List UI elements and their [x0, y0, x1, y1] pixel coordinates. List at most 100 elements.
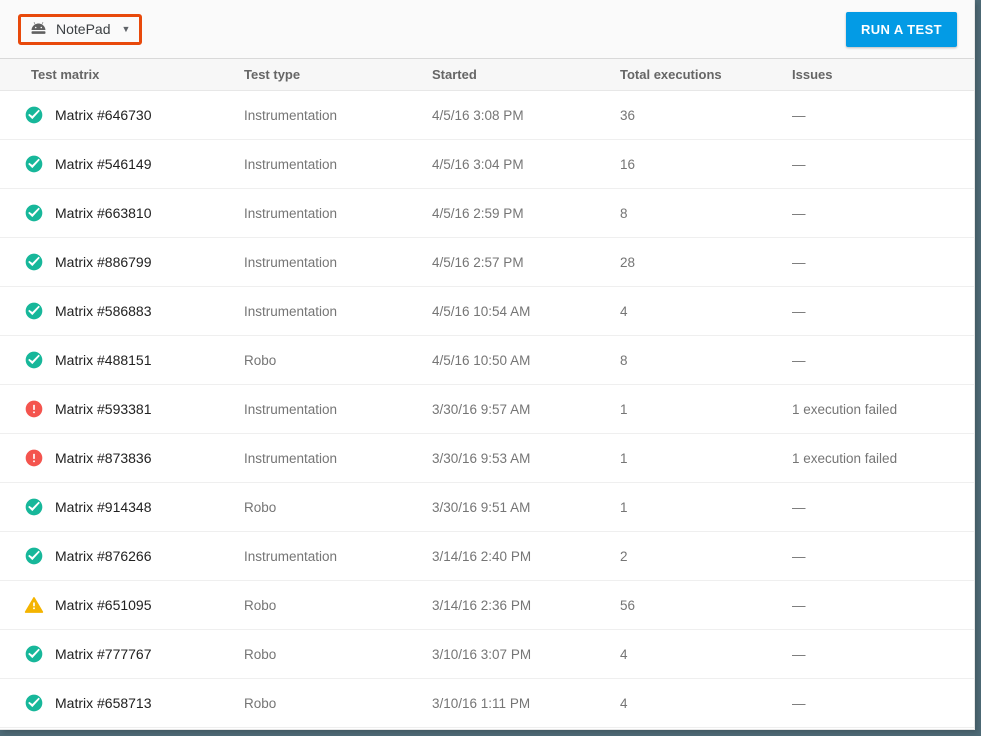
- started-cell: 4/5/16 10:50 AM: [432, 352, 531, 368]
- started-cell: 4/5/16 10:54 AM: [432, 303, 531, 319]
- started-cell: 3/30/16 9:57 AM: [432, 401, 531, 417]
- test-type-cell: Instrumentation: [244, 107, 338, 123]
- issues-cell: 1 execution failed: [792, 450, 898, 466]
- test-type-cell: Instrumentation: [244, 303, 338, 319]
- started-cell: 3/14/16 2:40 PM: [432, 548, 532, 564]
- matrix-name: Matrix #646730: [55, 107, 152, 123]
- test-matrix-cell: Matrix #593381: [25, 399, 244, 419]
- total-executions-cell: 36: [620, 107, 636, 123]
- column-header-started: Started: [432, 67, 477, 82]
- total-executions-cell: 4: [620, 303, 628, 319]
- matrix-name: Matrix #593381: [55, 401, 152, 417]
- test-matrix-cell: Matrix #646730: [25, 105, 244, 125]
- total-executions-cell: 1: [620, 450, 628, 466]
- matrix-name: Matrix #876266: [55, 548, 152, 564]
- success-check-icon: [25, 547, 43, 565]
- table-row[interactable]: Matrix #646730 Instrumentation 4/5/16 3:08…: [0, 91, 974, 140]
- warning-icon: [24, 597, 44, 613]
- table-row[interactable]: Matrix #663810 Instrumentation 4/5/16 2:59…: [0, 189, 974, 238]
- table-row[interactable]: Matrix #651095 Robo 3/14/16 2:36 PM 56 —: [0, 581, 974, 630]
- matrix-name: Matrix #873836: [55, 450, 152, 466]
- issues-cell: —: [792, 205, 806, 221]
- test-matrix-cell: Matrix #546149: [25, 154, 244, 174]
- total-executions-cell: 2: [620, 548, 628, 564]
- test-type-cell: Instrumentation: [244, 156, 338, 172]
- chevron-down-icon: ▼: [121, 24, 131, 34]
- success-check-icon: [25, 155, 43, 173]
- issues-cell: —: [792, 695, 806, 711]
- test-type-cell: Robo: [244, 499, 277, 515]
- total-executions-cell: 8: [620, 352, 628, 368]
- table-row[interactable]: Matrix #593381 Instrumentation 3/30/16 9:5…: [0, 385, 974, 434]
- matrix-name: Matrix #663810: [55, 205, 152, 221]
- total-executions-cell: 28: [620, 254, 636, 270]
- column-header-total-executions: Total executions: [620, 67, 722, 82]
- test-matrix-cell: Matrix #663810: [25, 203, 244, 223]
- success-check-icon: [25, 498, 43, 516]
- total-executions-cell: 4: [620, 695, 628, 711]
- success-check-icon: [25, 351, 43, 369]
- started-cell: 4/5/16 3:04 PM: [432, 156, 524, 172]
- error-icon: [25, 449, 43, 467]
- run-a-test-button[interactable]: RUN A TEST: [845, 11, 957, 47]
- issues-cell: —: [792, 303, 806, 319]
- table-row[interactable]: Matrix #873836 Instrumentation 3/30/16 9:5…: [0, 434, 974, 483]
- started-cell: 3/10/16 3:07 PM: [432, 646, 532, 662]
- table-row[interactable]: Matrix #914348 Robo 3/30/16 9:51 AM 1 —: [0, 483, 974, 532]
- issues-cell: —: [792, 499, 806, 515]
- test-matrix-cell: Matrix #488151: [25, 350, 244, 370]
- test-matrix-cell: Matrix #586883: [25, 301, 244, 321]
- success-check-icon: [25, 694, 43, 712]
- test-type-cell: Instrumentation: [244, 205, 338, 221]
- test-matrix-list: Matrix #646730 Instrumentation 4/5/16 3:08…: [0, 91, 974, 729]
- android-icon: [31, 21, 46, 34]
- total-executions-cell: 8: [620, 205, 628, 221]
- success-check-icon: [25, 302, 43, 320]
- test-type-cell: Robo: [244, 352, 277, 368]
- table-row[interactable]: Matrix #876266 Instrumentation 3/14/16 2:4…: [0, 532, 974, 581]
- matrix-name: Matrix #777767: [55, 646, 152, 662]
- issues-cell: —: [792, 548, 806, 564]
- test-type-cell: Robo: [244, 597, 277, 613]
- table-row[interactable]: Matrix #777767 Robo 3/10/16 3:07 PM 4 —: [0, 630, 974, 679]
- total-executions-cell: 16: [620, 156, 636, 172]
- test-matrix-cell: Matrix #914348: [25, 497, 244, 517]
- started-cell: 3/30/16 9:53 AM: [432, 450, 531, 466]
- issues-cell: —: [792, 352, 806, 368]
- table-row[interactable]: Matrix #886799 Instrumentation 4/5/16 2:57…: [0, 238, 974, 287]
- test-matrix-cell: Matrix #658713: [25, 693, 244, 713]
- test-type-cell: Instrumentation: [244, 450, 338, 466]
- total-executions-cell: 4: [620, 646, 628, 662]
- test-matrix-cell: Matrix #886799: [25, 252, 244, 272]
- started-cell: 3/14/16 2:36 PM: [432, 597, 532, 613]
- table-row[interactable]: Matrix #586883 Instrumentation 4/5/16 10:5…: [0, 287, 974, 336]
- total-executions-cell: 1: [620, 401, 628, 417]
- column-header-test-type: Test type: [244, 67, 301, 82]
- table-header-row: Test matrix Test type Started Total exec…: [0, 58, 974, 91]
- matrix-name: Matrix #586883: [55, 303, 152, 319]
- toolbar: NotePad ▼ RUN A TEST: [0, 0, 974, 58]
- table-row[interactable]: Matrix #488151 Robo 4/5/16 10:50 AM 8 —: [0, 336, 974, 385]
- table-row[interactable]: Matrix #546149 Instrumentation 4/5/16 3:04…: [0, 140, 974, 189]
- table-row[interactable]: Matrix #658713 Robo 3/10/16 1:11 PM 4 —: [0, 679, 974, 728]
- success-check-icon: [25, 645, 43, 663]
- test-matrix-cell: Matrix #651095: [24, 595, 244, 615]
- test-type-cell: Instrumentation: [244, 548, 338, 564]
- total-executions-cell: 1: [620, 499, 628, 515]
- success-check-icon: [25, 106, 43, 124]
- started-cell: 3/30/16 9:51 AM: [432, 499, 531, 515]
- matrix-name: Matrix #658713: [55, 695, 152, 711]
- test-type-cell: Instrumentation: [244, 254, 338, 270]
- column-header-issues: Issues: [792, 67, 833, 82]
- success-check-icon: [25, 253, 43, 271]
- issues-cell: —: [792, 646, 806, 662]
- test-type-cell: Robo: [244, 695, 277, 711]
- issues-cell: —: [792, 107, 806, 123]
- issues-cell: —: [792, 597, 806, 613]
- test-matrix-cell: Matrix #777767: [25, 644, 244, 664]
- app-selector-dropdown[interactable]: NotePad ▼: [18, 13, 143, 45]
- started-cell: 4/5/16 3:08 PM: [432, 107, 524, 123]
- matrix-name: Matrix #914348: [55, 499, 152, 515]
- issues-cell: —: [792, 254, 806, 270]
